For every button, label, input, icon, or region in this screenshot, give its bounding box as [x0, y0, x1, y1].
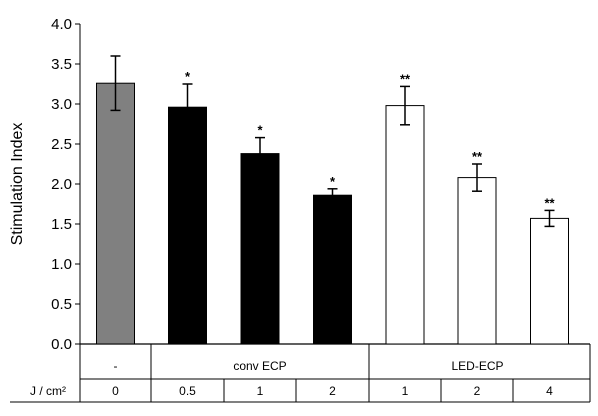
y-axis-title: Stimulation Index: [9, 123, 26, 246]
bar: [530, 217, 569, 345]
significance-mark: **: [472, 149, 483, 164]
y-tick-label: 3.5: [51, 56, 72, 73]
dose-label: 2: [329, 384, 336, 398]
dose-label: 1: [402, 384, 409, 398]
group-label: -: [114, 359, 118, 373]
y-tick-label: 1.5: [51, 216, 72, 233]
significance-mark: **: [544, 195, 555, 210]
y-tick-label: 2.5: [51, 136, 72, 153]
y-tick-label: 0.0: [51, 336, 72, 353]
y-tick-label: 0.5: [51, 296, 72, 313]
group-label: LED-ECP: [451, 359, 503, 373]
dose-label: 0.5: [179, 384, 196, 398]
axes: 0.0 0.5 1.0 1.5 2.0 2.5 3.0 3.5 4.0 Stimulation I…: [9, 16, 590, 402]
bar: [313, 194, 352, 345]
bar: [240, 153, 280, 345]
dose-label: 1: [257, 384, 264, 398]
dose-label: 4: [546, 384, 553, 398]
y-tick-label: 1.0: [51, 256, 72, 273]
significance-mark: *: [330, 174, 336, 189]
dose-label: 2: [474, 384, 481, 398]
significance-mark: *: [185, 69, 191, 84]
significance-mark: *: [257, 123, 263, 138]
dose-label: 0: [112, 384, 119, 398]
y-tick-label: 4.0: [51, 16, 72, 33]
bar: [457, 177, 497, 345]
significance-mark: **: [400, 71, 411, 86]
y-tick-label: 2.0: [51, 176, 72, 193]
bar: [385, 105, 425, 345]
group-label: conv ECP: [233, 359, 286, 373]
y-tick-label: 3.0: [51, 96, 72, 113]
dose-row-label: J / cm²: [30, 384, 66, 398]
bar: [96, 82, 135, 345]
category-table: 0 0.5 1 2 1 2 4 - conv ECP LED-ECP J / cm²: [10, 344, 591, 403]
bars: *********: [96, 55, 569, 345]
bar: [168, 106, 207, 345]
